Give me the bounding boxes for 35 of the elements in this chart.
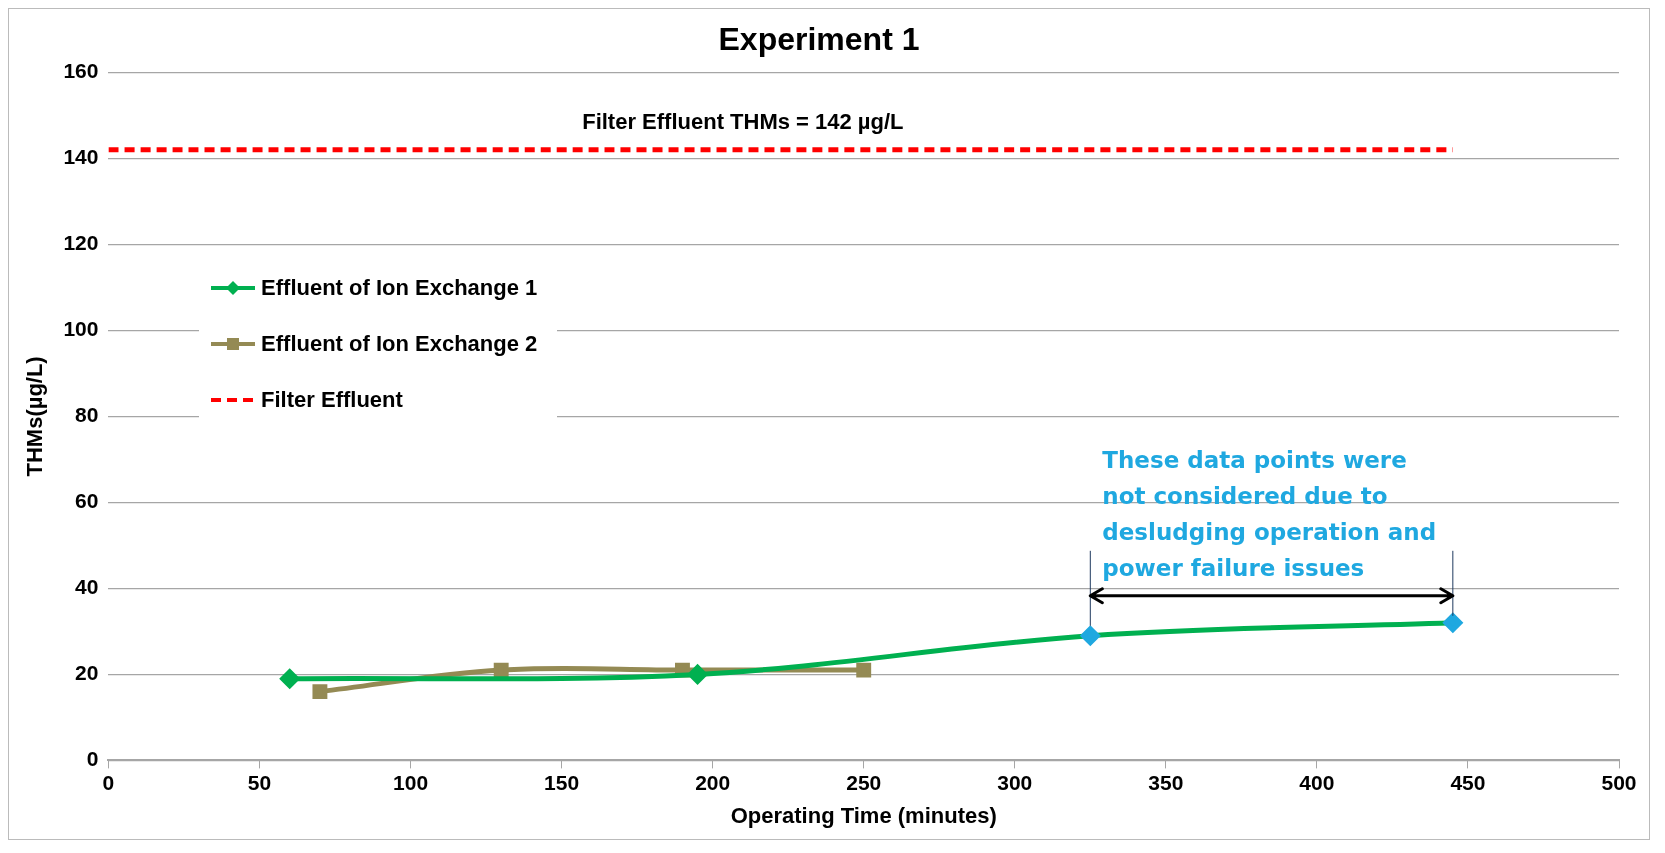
point bbox=[493, 662, 509, 678]
y-tick-label: 140 bbox=[63, 145, 99, 169]
legend-label: Filter Effluent bbox=[261, 387, 403, 414]
y-axis-title: THMs(µg/L) bbox=[22, 356, 48, 477]
legend-label: Effluent of Ion Exchange 1 bbox=[261, 275, 538, 302]
y-tick-label: 160 bbox=[63, 59, 99, 83]
point bbox=[688, 664, 708, 684]
x-tick-label: 50 bbox=[247, 770, 272, 794]
y-tick-label: 60 bbox=[75, 489, 99, 513]
y-tick-label: 120 bbox=[63, 231, 99, 255]
x-tick-label: 450 bbox=[1450, 770, 1486, 794]
point bbox=[1443, 613, 1463, 633]
x-tick-label: 300 bbox=[997, 770, 1033, 794]
x-tick-label: 0 bbox=[102, 770, 115, 794]
annotation: These data points were not considered due to desludging operation and power failure issues bbox=[1102, 446, 1437, 581]
y-tick-label: 20 bbox=[75, 661, 99, 685]
point bbox=[280, 669, 300, 689]
x-axis-title: Operating Time (minutes) bbox=[730, 802, 997, 828]
point bbox=[856, 662, 872, 678]
x-tick-label: 200 bbox=[695, 770, 731, 794]
y-tick-label: 40 bbox=[75, 575, 99, 599]
y-tick-label: 80 bbox=[75, 403, 99, 427]
y-tick-label: 0 bbox=[86, 747, 99, 771]
x-tick-label: 100 bbox=[393, 770, 429, 794]
x-tick-label: 500 bbox=[1601, 770, 1637, 794]
y-tick-label: 100 bbox=[63, 317, 99, 341]
x-tick-label: 350 bbox=[1148, 770, 1184, 794]
point bbox=[1080, 626, 1100, 646]
chart-title: Experiment 1 bbox=[718, 21, 920, 58]
x-tick-label: 400 bbox=[1299, 770, 1335, 794]
annotation: Filter Effluent THMs = 142 µg/L bbox=[582, 108, 904, 134]
point bbox=[312, 684, 328, 700]
x-tick-label: 150 bbox=[544, 770, 580, 794]
legend-label: Effluent of Ion Exchange 2 bbox=[261, 331, 538, 358]
x-tick-label: 250 bbox=[846, 770, 882, 794]
